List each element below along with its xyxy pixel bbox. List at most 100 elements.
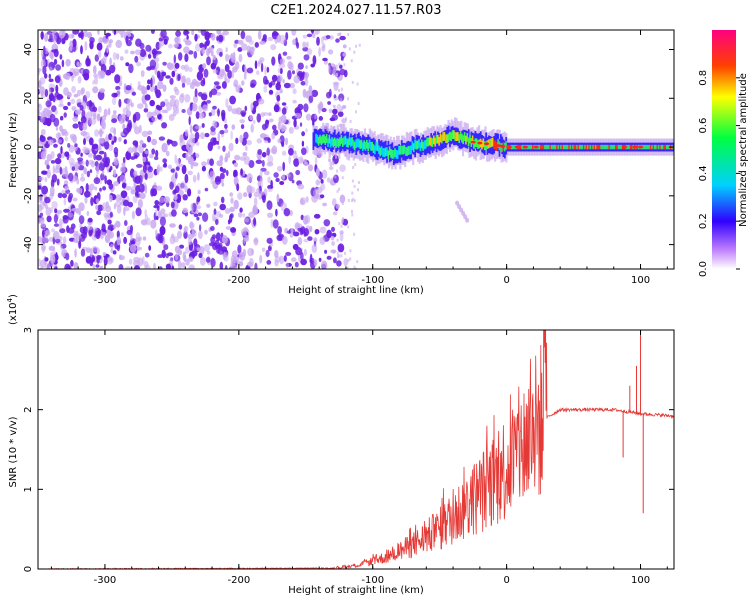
spectrogram-noise-blob	[220, 179, 224, 184]
spectrogram-ridge-core	[647, 144, 649, 150]
spectrogram-hotspot	[506, 145, 512, 149]
spectrogram-ridge-core	[482, 138, 485, 148]
spectrogram-noise-blob	[181, 164, 187, 175]
spectrogram-noise-blob	[49, 113, 56, 123]
spectrogram-noise-blob	[209, 158, 215, 166]
spectrogram-ridge-core	[402, 145, 404, 155]
spectrogram-noise-blob	[107, 219, 112, 225]
spectrogram-noise-blob	[242, 171, 245, 177]
spectrogram-x-axis: -300 -200 -100 0 100	[50, 30, 668, 286]
spectrogram-noise-blob	[157, 80, 164, 90]
spectrogram-noise-blob	[160, 30, 167, 39]
spectrogram-noise-blob	[242, 152, 248, 157]
spectrogram-noise-dot	[355, 44, 358, 48]
spectrogram-noise-blob	[100, 229, 104, 240]
spectrogram-noise-blob	[80, 160, 85, 166]
spectrogram-noise-blob	[285, 137, 288, 146]
spectrogram-noise-blob	[212, 242, 218, 251]
spectrogram-noise-blob	[56, 139, 62, 144]
spectrogram-ridge-core	[461, 133, 463, 143]
spectrogram-noise-blob	[155, 149, 159, 158]
spectrogram-noise-blob	[128, 63, 134, 74]
spectrogram-noise-dot	[353, 265, 356, 269]
spectrogram-noise-blob	[272, 219, 279, 229]
spectrogram-noise-blob	[267, 176, 271, 184]
spectrogram-noise-dot	[350, 59, 353, 63]
spectrogram-ridge-core	[499, 143, 502, 152]
spectrogram-noise-blob	[123, 206, 126, 216]
spectrogram-noise-blob	[322, 202, 328, 207]
spectrogram-noise-blob	[142, 143, 147, 148]
spectrogram-noise-blob	[240, 30, 246, 40]
spectrogram-noise-blob	[161, 109, 168, 114]
spectrogram-noise-blob	[73, 262, 79, 269]
spectrogram-noise-blob	[201, 123, 205, 128]
spectrogram-ridge-core	[387, 150, 390, 160]
spectrogram-noise-blob	[237, 244, 242, 254]
spectrogram-noise-blob	[276, 234, 284, 241]
spectrogram-noise-blob	[205, 257, 211, 263]
spectrogram-noise-blob	[85, 183, 89, 193]
spectrogram-noise-blob	[229, 206, 235, 213]
spectrogram-noise-blob	[179, 94, 185, 104]
spectrogram-noise-blob	[96, 42, 103, 51]
spectrogram-noise-blob	[332, 81, 340, 86]
spectrogram-noise-blob	[250, 123, 254, 133]
snr-x-label: Height of straight line (km)	[288, 585, 424, 596]
spectrogram-noise-blob	[210, 226, 215, 231]
colorbar-tick-label: 0.2	[698, 213, 709, 229]
spectrogram-noise-blob	[50, 254, 56, 264]
spectrogram-noise-blob	[83, 30, 88, 38]
spectrogram-noise-blob	[326, 177, 331, 183]
spectrogram-ridge-core	[404, 146, 407, 156]
spectrogram-noise-blob	[271, 132, 276, 140]
spectrogram-noise-blob	[333, 257, 337, 264]
spectrogram-noise-blob	[253, 217, 257, 227]
spectrogram-noise-blob	[281, 236, 288, 245]
spectrogram-noise-blob	[135, 185, 141, 193]
spectrogram-noise-blob	[78, 121, 84, 131]
spectrogram-noise-blob	[82, 68, 90, 76]
spectrogram-noise-blob	[224, 64, 230, 73]
spectrogram-noise-blob	[157, 205, 160, 212]
spectrogram-noise-blob	[105, 134, 109, 142]
spectrogram-noise-blob	[165, 150, 170, 157]
spectrogram-noise-blob	[64, 72, 71, 80]
spectrogram-noise-blob	[85, 90, 91, 99]
spectrogram-ridge-core	[580, 144, 582, 150]
spectrogram-noise-dot	[354, 267, 357, 269]
spectrogram-noise-blob	[245, 35, 253, 43]
spectrogram-noise-blob	[136, 163, 143, 168]
spectrogram-noise-blob	[238, 53, 243, 63]
spectrogram-ridge-core	[617, 144, 620, 150]
spectrogram-ridge-core	[362, 142, 364, 152]
spectrogram-noise-blob	[303, 228, 309, 237]
spectrogram-noise-blob	[310, 63, 316, 68]
spectrogram-noise-blob	[302, 215, 309, 225]
spectrogram-noise-blob	[302, 88, 307, 98]
spectrogram-noise-blob	[239, 251, 246, 261]
spectrogram-noise-blob	[231, 108, 239, 115]
spectrogram-noise-blob	[343, 258, 349, 267]
spectrogram-noise-blob	[130, 186, 137, 193]
spectrogram-noise-blob	[110, 248, 114, 254]
spectrogram-noise-blob	[68, 172, 74, 182]
spectrogram-noise-blob	[274, 256, 281, 263]
spectrogram-noise-blob	[201, 46, 206, 55]
spectrogram-noise-blob	[303, 248, 307, 256]
spectrogram-noise-blob	[181, 83, 186, 88]
spectrogram-noise-blob	[73, 238, 78, 244]
spectrogram-noise-blob	[340, 87, 344, 92]
spectrogram-ridge	[312, 117, 674, 170]
spectrogram-noise-blob	[59, 98, 64, 106]
spectrogram-noise-blob	[283, 82, 291, 89]
spectrogram-noise-blob	[152, 50, 157, 59]
spectrogram-ridge-core	[408, 145, 411, 155]
spectrogram-noise-blob	[53, 223, 60, 227]
spectrogram-ridge-band	[428, 136, 431, 155]
spectrogram-ridge-core	[604, 144, 606, 150]
spectrogram-noise-dot	[356, 260, 359, 264]
spectrogram-noise-dot	[334, 66, 336, 70]
spectrogram-noise-blob	[326, 255, 332, 260]
spectrogram-ridge-band	[313, 128, 316, 147]
